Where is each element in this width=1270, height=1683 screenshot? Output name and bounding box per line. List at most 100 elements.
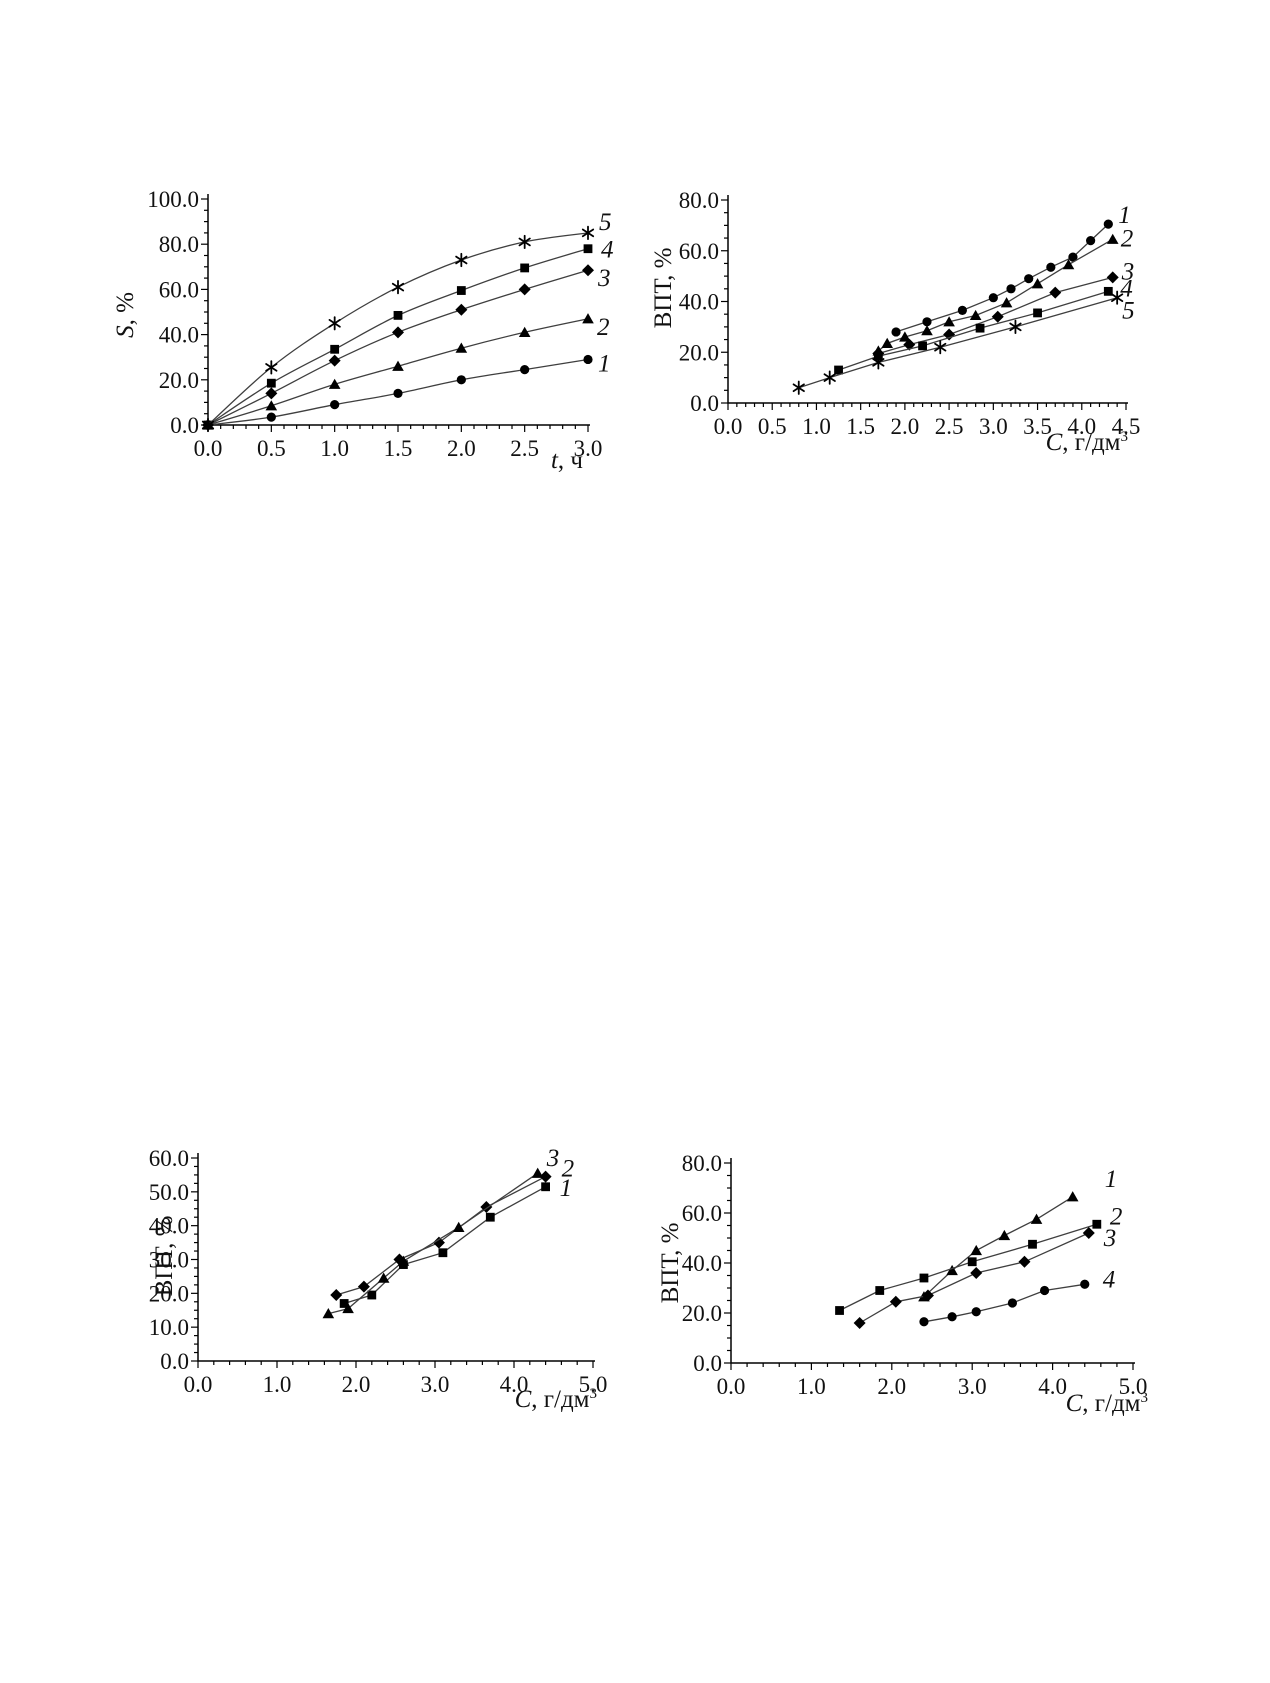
circle-marker — [947, 1312, 957, 1322]
circle-marker — [1007, 1298, 1018, 1308]
square-marker — [834, 365, 843, 375]
circle-marker — [1039, 1285, 1050, 1296]
square-marker — [520, 263, 530, 273]
square-marker — [438, 1248, 448, 1258]
circle-marker — [266, 412, 276, 422]
tick-label: 0.0 — [693, 1351, 722, 1376]
triangle-marker — [1000, 297, 1013, 308]
series-1: 1 — [203, 350, 611, 430]
tick-label: 3.0 — [421, 1372, 450, 1397]
tick-label: 40.0 — [679, 290, 719, 315]
series-3: 3 — [322, 1145, 560, 1319]
series-line — [343, 1186, 546, 1305]
series-label: 3 — [1121, 258, 1135, 285]
tick-label: 2.0 — [891, 414, 920, 439]
square-marker — [456, 286, 466, 295]
series-label: 2 — [562, 1156, 575, 1183]
y-axis-title: ВПТ, % — [650, 248, 677, 329]
square-marker — [266, 378, 276, 388]
series-label: 5 — [1122, 298, 1135, 325]
tick-label: 1.5 — [846, 414, 875, 439]
series-label: 1 — [1105, 1166, 1118, 1193]
chart-bottom-left-vpt-vs-c: 0.0 1.0 2.0 3.0 4.0 5.0 0.0 10.0 20.0 30.0 40.0 50.… — [149, 1145, 608, 1413]
tick-label: 3.0 — [958, 1374, 987, 1399]
series-line — [923, 1283, 1085, 1323]
chart-bottom-right-vpt-vs-c: 0.0 1.0 2.0 3.0 4.0 5.0 0.0 20.0 40.0 60.0 80.0 C, … — [657, 1151, 1148, 1417]
series-2: 2 — [330, 1156, 575, 1302]
diamond-marker — [539, 1170, 552, 1183]
tick-label: 0.0 — [184, 1372, 213, 1397]
series-1: 1 — [891, 202, 1131, 337]
diamond-marker — [455, 303, 468, 316]
circle-marker — [1006, 284, 1016, 294]
tick-label: 100.0 — [147, 187, 199, 212]
tick-label: 40.0 — [682, 1251, 722, 1276]
tick-label: 60.0 — [679, 239, 719, 264]
tick-label: 80.0 — [679, 188, 719, 213]
diamond-marker — [330, 1289, 343, 1302]
circle-marker — [919, 1317, 929, 1327]
tick-label: 20.0 — [159, 368, 199, 393]
square-marker — [1103, 286, 1113, 296]
triangle-marker — [392, 360, 404, 371]
triangle-marker — [342, 1302, 354, 1314]
tick-label: 2.0 — [877, 1374, 906, 1399]
triangle-marker — [397, 1255, 410, 1266]
tick-label: 30.0 — [149, 1248, 189, 1273]
series-label: 3 — [546, 1145, 560, 1172]
star-marker — [934, 340, 947, 355]
circle-marker — [1046, 262, 1056, 272]
tick-label: 3.0 — [979, 414, 1008, 439]
tick-label: 40.0 — [159, 323, 199, 348]
star-marker — [328, 316, 341, 331]
tick-label: 10.0 — [149, 1315, 189, 1340]
triangle-marker — [455, 342, 468, 353]
x-axis-title: C, г/дм3 — [1046, 429, 1128, 456]
diamond-marker — [518, 283, 531, 296]
circle-marker — [393, 388, 403, 398]
tick-label: 3.0 — [574, 436, 603, 461]
tick-label: 4.5 — [1112, 414, 1141, 439]
diamond-marker — [432, 1236, 445, 1249]
circle-marker — [971, 1307, 981, 1317]
square-marker — [541, 1182, 550, 1192]
triangle-marker — [518, 326, 531, 337]
triangle-marker — [1106, 233, 1119, 244]
star-marker — [455, 252, 468, 268]
circle-marker — [988, 293, 998, 303]
series-line — [877, 238, 1114, 352]
triangle-marker — [970, 1244, 983, 1256]
diamond-marker — [357, 1280, 370, 1293]
triangle-marker — [969, 309, 982, 321]
tick-label: 2.5 — [935, 414, 964, 439]
series-label: 3 — [597, 265, 611, 292]
x-axis-title: C, г/дм3 — [1066, 1390, 1148, 1417]
series-1: 1 — [339, 1175, 572, 1308]
tick-label: 60.0 — [682, 1201, 722, 1226]
tick-label: 2.0 — [447, 436, 476, 461]
axis-ticks — [724, 1162, 1134, 1370]
y-axis-title: ВПТ, % — [657, 1223, 684, 1304]
circle-marker — [1103, 219, 1113, 229]
triangle-marker — [1066, 1191, 1079, 1202]
tick-label: 4.0 — [1038, 1374, 1067, 1399]
star-marker — [823, 370, 836, 385]
tick-label: 0.0 — [690, 391, 719, 416]
triangle-marker — [322, 1308, 335, 1319]
series-line — [839, 1223, 1097, 1312]
series-line — [838, 290, 1109, 371]
tick-label: 20.0 — [679, 340, 719, 365]
series-line — [923, 1196, 1074, 1298]
circle-marker — [957, 305, 967, 315]
tick-label: 0.5 — [257, 436, 286, 461]
square-marker — [485, 1212, 495, 1222]
diamond-marker — [943, 328, 956, 341]
x-axis-title: C, г/дм3 — [515, 1386, 597, 1413]
triangle-marker — [531, 1167, 544, 1178]
star-marker — [1111, 290, 1124, 305]
circle-marker — [922, 317, 932, 327]
series-label: 2 — [597, 314, 610, 341]
square-marker — [835, 1306, 844, 1315]
square-marker — [975, 323, 985, 333]
diamond-marker — [1049, 286, 1062, 299]
